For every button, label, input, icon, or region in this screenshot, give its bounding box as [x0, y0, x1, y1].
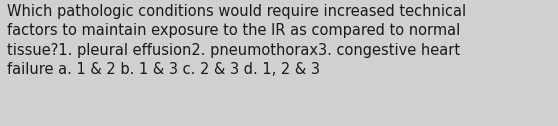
- Text: Which pathologic conditions would require increased technical
factors to maintai: Which pathologic conditions would requir…: [7, 4, 466, 77]
